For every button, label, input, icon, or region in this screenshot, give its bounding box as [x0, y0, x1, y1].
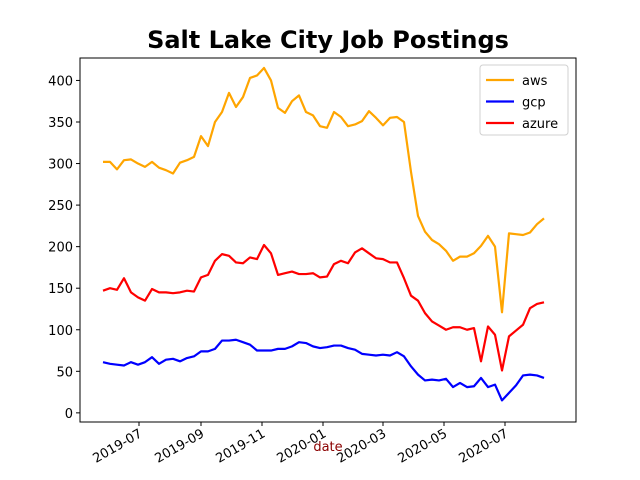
y-tick-label: 100	[48, 324, 73, 339]
x-tick-label: 2019-07	[90, 426, 145, 466]
y-tick-label: 50	[56, 365, 73, 380]
axes-frame	[79, 57, 577, 423]
y-tick-label: 0	[65, 407, 73, 422]
series-line	[102, 338, 545, 402]
legend-label: azure	[522, 117, 558, 132]
x-tick-label: 2019-11	[213, 426, 268, 466]
x-axis-label: date	[313, 440, 342, 455]
chart-title: Salt Lake City Job Postings	[147, 26, 509, 54]
y-tick-label: 300	[48, 158, 73, 173]
y-tick-label: 150	[48, 282, 73, 297]
x-tick-label: 2019-09	[152, 426, 207, 466]
legend-label: aws	[522, 74, 548, 89]
x-tick-label: 2020-07	[456, 426, 511, 466]
legend: aws gcp azure	[479, 64, 569, 136]
legend-box	[479, 64, 569, 136]
y-tick-label: 350	[48, 116, 73, 131]
legend-label: gcp	[522, 96, 546, 111]
y-tick-label: 400	[48, 74, 73, 89]
y-tick-label: 200	[48, 241, 73, 256]
y-tick-label: 250	[48, 199, 73, 214]
series-line	[103, 66, 545, 314]
x-tick-label: 2020-05	[395, 426, 450, 466]
series-line	[102, 243, 545, 372]
